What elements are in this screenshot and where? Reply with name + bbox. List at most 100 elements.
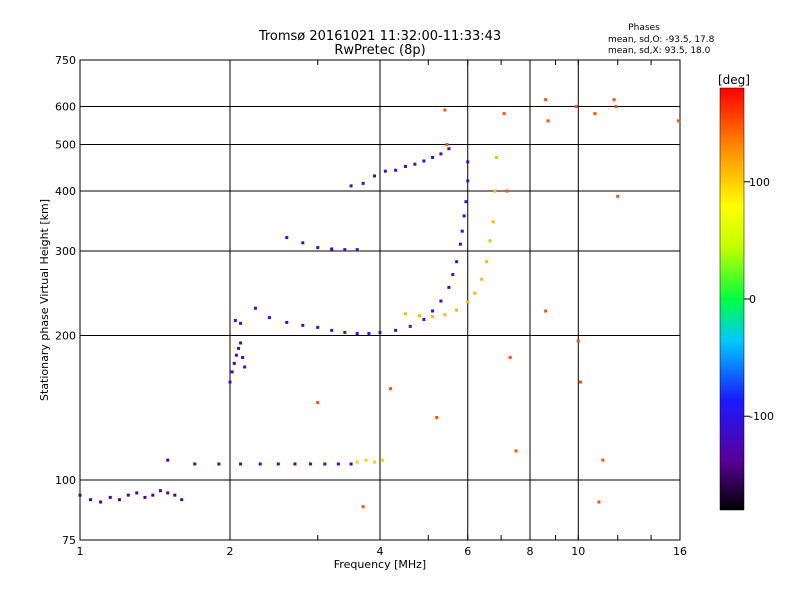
legend-line-o: mean, sd,O: -93.5, 17.8	[608, 35, 715, 45]
data-point	[431, 309, 435, 313]
y-axis-label: Stationary phase Virtual Height [km]	[38, 199, 51, 401]
data-point	[394, 168, 398, 172]
colorbar	[719, 87, 745, 511]
data-point	[576, 339, 580, 343]
data-point	[383, 169, 387, 173]
data-point	[422, 159, 426, 163]
legend-line-x: mean, sd,X: 93.5, 18.0	[608, 46, 711, 56]
data-point	[243, 365, 247, 369]
data-point	[466, 179, 470, 183]
data-point	[417, 314, 421, 318]
data-point	[349, 184, 353, 188]
data-point	[267, 316, 271, 320]
data-point	[514, 449, 518, 453]
data-point	[464, 200, 468, 204]
data-point	[460, 229, 464, 233]
data-point	[466, 300, 470, 304]
data-point	[505, 189, 509, 193]
data-point	[135, 491, 139, 495]
data-point	[544, 309, 548, 313]
data-point	[544, 98, 548, 102]
data-point	[355, 331, 359, 335]
data-point	[612, 98, 616, 102]
data-point	[285, 236, 289, 240]
x-axis-ticks: 1 2 4 6 8 10 16	[77, 60, 687, 558]
legend-title: Phases	[628, 23, 660, 33]
data-point	[445, 143, 449, 147]
data-point	[108, 495, 112, 499]
x-tick-label: 16	[673, 545, 687, 558]
data-point	[408, 324, 412, 328]
data-point	[422, 317, 426, 321]
data-point	[228, 380, 232, 384]
y-tick-label: 400	[55, 185, 76, 198]
data-point	[126, 493, 130, 497]
x-tick-label: 6	[464, 545, 471, 558]
data-point	[493, 189, 497, 193]
colorbar-tick-label: -100	[749, 410, 774, 423]
data-point	[232, 361, 236, 365]
x-tick-label: 4	[377, 545, 384, 558]
data-point	[230, 370, 234, 374]
data-point	[578, 380, 582, 384]
data-point	[241, 355, 245, 359]
data-point	[439, 299, 443, 303]
data-point	[166, 458, 170, 462]
colorbar-tick-label: 100	[749, 176, 770, 189]
data-point	[239, 321, 243, 325]
data-point	[431, 155, 435, 159]
y-tick-label: 300	[55, 245, 76, 258]
data-point	[413, 162, 417, 166]
data-point	[217, 462, 221, 466]
data-point	[336, 462, 340, 466]
data-point	[485, 260, 489, 264]
chart-title: Tromsø 20161021 11:32:00-11:33:43	[258, 29, 501, 44]
data-point	[389, 387, 393, 391]
data-point	[403, 312, 407, 316]
data-point	[308, 462, 312, 466]
data-point	[293, 462, 297, 466]
data-point	[234, 353, 238, 357]
data-point	[180, 498, 184, 502]
data-point	[373, 174, 377, 178]
y-axis-ticks: 75 100 200 300 400 500 600 750	[55, 54, 76, 547]
data-point	[361, 505, 365, 509]
y-tick-label: 750	[55, 54, 76, 67]
data-point	[330, 247, 334, 251]
x-tick-label: 10	[571, 545, 585, 558]
data-point	[480, 277, 484, 281]
colorbar-label: [deg]	[718, 73, 750, 87]
data-point	[99, 500, 103, 504]
data-point	[451, 273, 455, 277]
x-tick-label: 1	[77, 545, 84, 558]
data-point	[494, 155, 498, 159]
data-point	[466, 160, 470, 164]
data-point	[323, 462, 327, 466]
data-point	[593, 112, 597, 116]
chart-subtitle: RwPretec (8p)	[334, 43, 425, 58]
data-point	[381, 458, 385, 462]
data-point	[364, 458, 368, 462]
data-point	[117, 498, 121, 502]
data-point	[236, 346, 240, 350]
data-point	[447, 285, 451, 289]
data-point	[431, 315, 435, 319]
data-point	[78, 493, 82, 497]
data-point	[301, 241, 305, 245]
data-point	[239, 462, 243, 466]
data-point	[373, 460, 377, 464]
data-point	[258, 462, 262, 466]
grid-lines	[80, 60, 680, 540]
data-point	[601, 458, 605, 462]
data-point	[151, 493, 155, 497]
data-point	[330, 328, 334, 332]
data-point	[488, 239, 492, 243]
data-point	[355, 248, 359, 252]
data-point	[403, 164, 407, 168]
data-point	[614, 105, 618, 109]
y-tick-label: 200	[55, 330, 76, 343]
data-point	[253, 306, 257, 310]
data-point	[343, 330, 347, 334]
data-point	[316, 325, 320, 329]
